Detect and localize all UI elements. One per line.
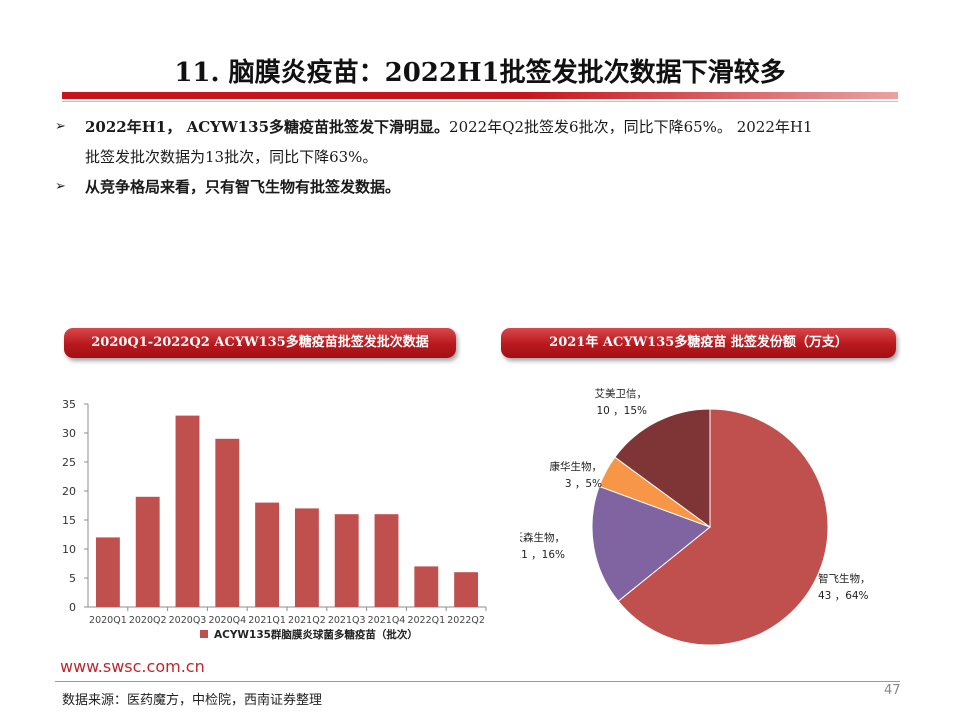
y-tick-label: 15: [62, 514, 76, 527]
bullet-1-highlight: 2022年H1， ACYW135多糖疫苗批签发下滑明显。: [85, 118, 450, 136]
page-title: 11. 脑膜炎疫苗：2022H1批签发批次数据下滑较多: [174, 58, 786, 88]
y-tick-label: 35: [62, 398, 76, 411]
footer-url: www.swsc.com.cn: [60, 657, 205, 676]
bar-2020Q1: [95, 537, 120, 607]
pie-label-智飞生物: 智飞生物， 43 ，64%: [818, 572, 871, 602]
legend-swatch: [200, 630, 208, 638]
pie-chart-title-banner: 2021年 ACYW135多糖疫苗 批签发份额（万支）: [501, 328, 896, 358]
bar-2020Q4: [215, 438, 240, 607]
title-underline-thin: [62, 101, 898, 102]
bullet-arrow-icon: ➢: [55, 179, 66, 194]
y-tick-label: 5: [69, 572, 76, 585]
x-tick-label: 2020Q4: [208, 615, 246, 626]
page-number: 47: [884, 683, 901, 698]
y-tick-label: 10: [62, 543, 76, 556]
footer-divider: [55, 681, 900, 682]
pie-label-沃森生物: 沃森生物，11 ，16%: [520, 531, 565, 561]
x-tick-label: 2021Q4: [368, 615, 406, 626]
x-tick-label: 2021Q3: [328, 615, 366, 626]
x-tick-label: 2022Q2: [447, 615, 485, 626]
bullet-1-continuation: 批签发批次数据为13批次，同比下降63%。: [85, 148, 378, 166]
x-tick-label: 2022Q1: [407, 615, 445, 626]
bar-2021Q1: [255, 502, 280, 607]
pie-slice-沃森生物: [591, 485, 712, 602]
bar-2020Q2: [135, 496, 160, 607]
bar-2022Q2: [454, 572, 479, 607]
y-tick-label: 0: [69, 601, 76, 614]
legend-label: ACYW135群脑膜炎球菌多糖疫苗（批次）: [214, 628, 418, 641]
x-tick-label: 2020Q1: [89, 615, 127, 626]
bullet-item-1: ➢ 2022年H1， ACYW135多糖疫苗批签发下滑明显。2022年Q2批签发…: [55, 112, 915, 142]
bullet-list: ➢ 2022年H1， ACYW135多糖疫苗批签发下滑明显。2022年Q2批签发…: [55, 112, 915, 202]
pie-slice-艾美卫信: [614, 408, 711, 528]
pie-chart: 智飞生物，43 ，64% 沃森生物，11 ，16% 康华生物，3 ，5% 艾美卫信，1…: [520, 387, 871, 646]
bar-2021Q4: [374, 514, 399, 607]
bullet-1-text: 2022年Q2批签发6批次，同比下降65%。 2022年H1: [449, 118, 813, 136]
y-tick-label: 20: [62, 485, 76, 498]
title-underline-bar: [62, 92, 898, 99]
bar-2021Q2: [294, 508, 319, 607]
x-tick-label: 2021Q1: [248, 615, 286, 626]
bullet-item-2: ➢ 从竞争格局来看，只有智飞生物有批签发数据。: [55, 172, 915, 202]
x-tick-label: 2020Q3: [169, 615, 207, 626]
bar-chart-title-banner: 2020Q1-2022Q2 ACYW135多糖疫苗批签发批次数据: [64, 328, 456, 358]
footer-source: 数据来源：医药魔方，中检院，西南证券整理: [62, 693, 323, 708]
y-tick-label: 25: [62, 456, 76, 469]
bullet-arrow-icon: ➢: [55, 119, 66, 134]
bullet-2-highlight: 从竞争格局来看，只有智飞生物有批签发数据。: [85, 178, 401, 196]
bar-2021Q3: [334, 514, 359, 607]
pie-slice-智飞生物: [617, 408, 829, 646]
x-tick-label: 2020Q2: [129, 615, 167, 626]
bar-2022Q1: [414, 566, 439, 607]
y-tick-label: 30: [62, 427, 76, 440]
x-tick-label: 2021Q2: [288, 615, 326, 626]
pie-label-康华生物: 康华生物， 3 ，5%: [550, 460, 603, 490]
bar-2020Q3: [175, 415, 200, 607]
pie-label-艾美卫信: 艾美卫信， 10 ，15%: [595, 387, 648, 417]
